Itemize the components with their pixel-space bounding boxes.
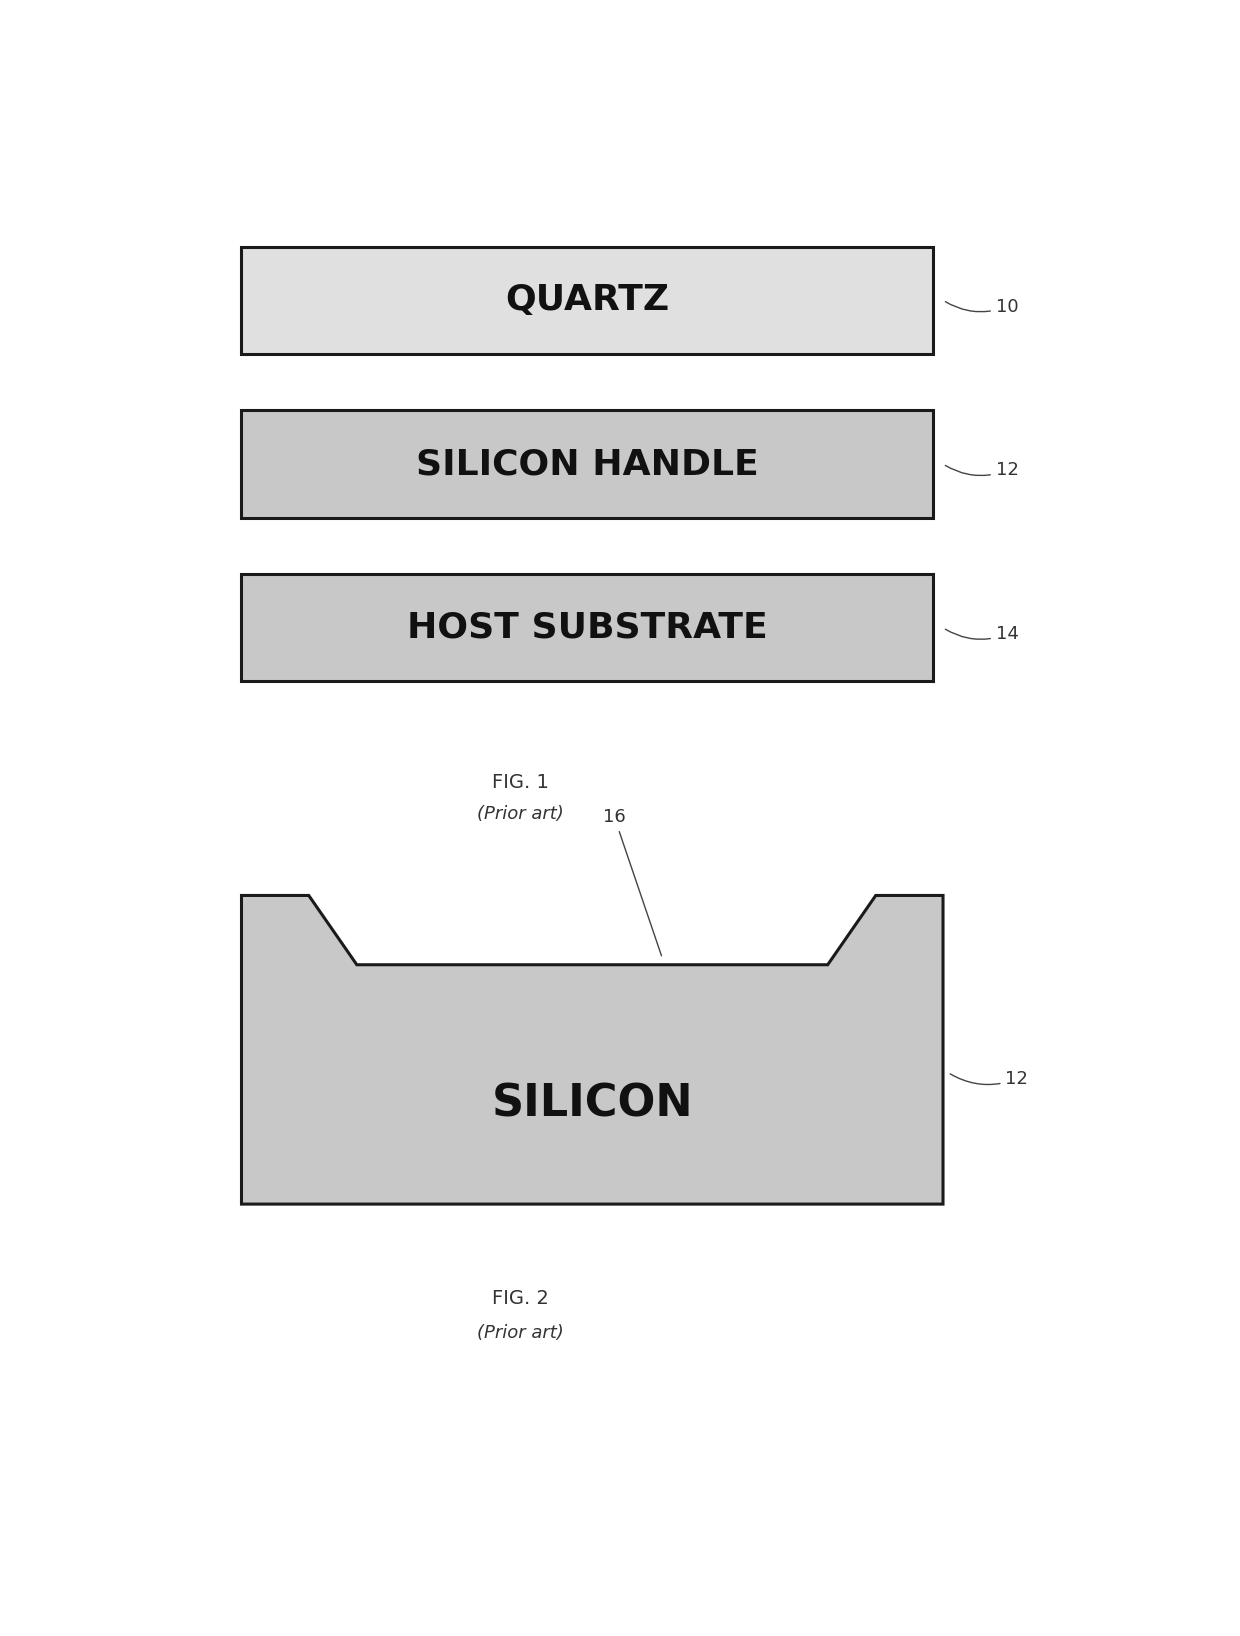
Text: 12: 12 [945, 461, 1019, 479]
Text: SILICON: SILICON [491, 1081, 693, 1126]
Polygon shape [242, 895, 942, 1204]
Text: HOST SUBSTRATE: HOST SUBSTRATE [407, 610, 768, 645]
Text: (Prior art): (Prior art) [477, 1324, 563, 1342]
Text: QUARTZ: QUARTZ [506, 283, 670, 317]
Text: FIG. 2: FIG. 2 [492, 1289, 548, 1309]
Text: 10: 10 [945, 298, 1018, 316]
Text: SILICON HANDLE: SILICON HANDLE [417, 447, 759, 481]
Bar [242, 247, 934, 353]
Bar [242, 411, 934, 517]
Text: (Prior art): (Prior art) [477, 805, 563, 823]
Text: 12: 12 [950, 1070, 1028, 1088]
Bar [242, 574, 934, 681]
Text: 14: 14 [945, 625, 1019, 643]
Text: 16: 16 [603, 808, 661, 955]
Text: FIG. 1: FIG. 1 [492, 772, 548, 792]
